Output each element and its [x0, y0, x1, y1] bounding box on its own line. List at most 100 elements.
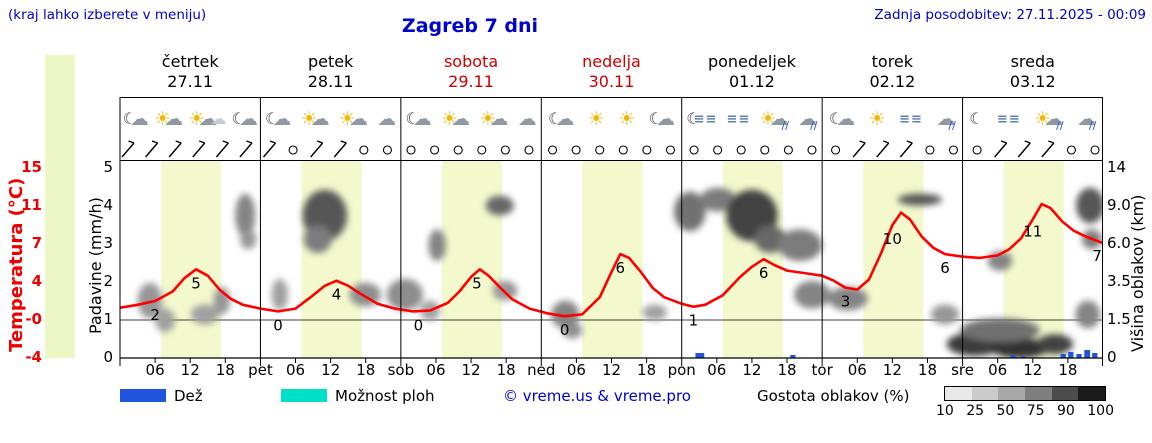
hour-label: 18 — [917, 361, 937, 379]
wind-calm-icon — [642, 145, 652, 155]
day-icons-row: ☾ ≡≡ ☀ ☁ ∕∕ ☁ ∕∕ — [963, 99, 1103, 139]
temperature-value-label: 5 — [191, 274, 201, 292]
temperature-tick: -0 — [25, 310, 42, 328]
cloud-height-tick: 0 — [1107, 348, 1117, 366]
wind-calm-icon — [595, 145, 605, 155]
precipitation-tick: 0 — [103, 348, 113, 366]
cloud-rain-icon: ☁ ∕∕ — [936, 107, 956, 132]
sun-cloud-rain-icon: ☀ ☁ ∕∕ — [1034, 107, 1064, 132]
day-name: nedelja — [582, 52, 641, 71]
day-date: 28.11 — [307, 72, 354, 91]
day-abbr-label: pet — [248, 361, 273, 379]
copyright-link[interactable]: © vreme.us & vreme.pro — [503, 387, 691, 405]
temperature-value-label: 0 — [560, 321, 570, 339]
temperature-value-label: 11 — [1023, 222, 1042, 240]
cloud-height-tick: 3.5 — [1107, 272, 1131, 290]
sun-cloud-icon: ☀ ☁ — [338, 107, 368, 130]
wind-calm-icon — [689, 145, 699, 155]
hour-label: 12 — [601, 361, 622, 379]
day-header-nedelja: nedelja 30.11 — [541, 53, 681, 91]
hour-label: 18 — [215, 361, 235, 379]
hour-label: 12 — [1023, 361, 1043, 379]
precipitation-tick: 1 — [103, 310, 113, 328]
precipitation-tick-labels: 5 4 3 2 1 0 — [94, 97, 113, 369]
day-name: torek — [871, 52, 914, 71]
temperature-tick: 15 — [21, 158, 42, 176]
sun-cloud-icon: ☀ ☁ — [441, 107, 471, 130]
weather-icon-rows: ☾ ☁ ☀ ☁ ☀ ☁ ☁ ☾ ☁ ☾ ☁ ☀ ☁ ☀ ☁ ☁ ☾ ☁ ☀ ☁ ☀ ☁ ☁ ☾ ☁ ☀ ☀ ☾ ☁ ☾ ≡≡ ≡≡ ☀ ☁ ∕∕ ☁ ∕… — [120, 99, 1103, 141]
sun-cloud-icon: ☀ ☁ — [479, 107, 509, 130]
hour-label: 06 — [847, 361, 867, 379]
sun-cloud-rain-icon: ☀ ☁ ∕∕ — [759, 107, 789, 132]
fog-icon: ≡≡ — [726, 111, 751, 127]
wind-row — [121, 140, 1100, 158]
cloud-rain-icon: ☁ ∕∕ — [798, 107, 818, 132]
wind-calm-icon — [831, 145, 841, 155]
day-name: ponedeljek — [707, 52, 796, 71]
day-name: sobota — [443, 52, 499, 71]
temperature-value-label: 0 — [273, 316, 283, 334]
wind-barb-icon — [239, 142, 253, 158]
wind-calm-icon — [453, 145, 463, 155]
wind-barb-icon — [215, 142, 229, 158]
fog-icon: ≡≡ — [996, 111, 1021, 127]
moon-fog-icon: ☾ ≡≡ — [686, 109, 718, 128]
hour-label: 06 — [988, 361, 1008, 379]
day-header-ponedeljek: ponedeljek 01.12 — [682, 53, 822, 91]
day-icons-row: ☾ ☁ ☀ ☀ ☾ ☁ — [541, 99, 681, 139]
temperature-value-label: 10 — [883, 230, 902, 248]
temperature-value-label: 1 — [689, 312, 699, 330]
cloud-density-scale-step — [971, 387, 999, 400]
cloud-density-scale-step — [998, 387, 1026, 400]
day-abbr-label: sre — [951, 361, 975, 379]
wind-calm-icon — [736, 145, 746, 155]
day-name: sreda — [1010, 52, 1055, 71]
wind-barb-icon — [1017, 142, 1031, 158]
hour-label: 12 — [742, 361, 762, 379]
temperature-value-label: 6 — [759, 264, 769, 282]
wind-calm-icon — [783, 145, 793, 155]
daylight-band — [582, 160, 643, 358]
wind-barb-icon — [852, 142, 866, 158]
precipitation-tick: 2 — [103, 272, 113, 290]
wind-calm-icon — [382, 145, 392, 155]
rain-legend-swatch — [120, 389, 166, 402]
day-header-sreda: sreda 03.12 — [963, 53, 1103, 91]
cloud-height-tick: 14 — [1107, 158, 1127, 176]
day-date: 03.12 — [1009, 72, 1056, 91]
wind-barb-icon — [262, 142, 277, 158]
cloud-density-scale-step — [1025, 387, 1052, 400]
moon-cloud-icon: ☾ ☁ — [122, 107, 149, 130]
day-headers: četrtek 27.11 petek 28.11 sobota 29.11 nedelja… — [120, 53, 1103, 95]
day-date: 30.11 — [588, 72, 635, 91]
meteogram-chart: 2 5 0 4 0 5 0 6 1 6 3 10 6 11 7 — [119, 97, 1103, 366]
day-icons-row: ☾ ☁ ☀ ☁ ☀ ☁ ☁ ☾ ☁ — [120, 99, 260, 139]
cloud-density-scale-bar — [944, 386, 1106, 401]
cloud-density-scale-step — [1078, 387, 1106, 400]
wind-calm-icon — [760, 145, 770, 155]
cloud-density-scale-value: 100 — [1087, 403, 1114, 419]
moon-cloud-icon: ☾ ☁ — [231, 107, 258, 130]
hour-label: 06 — [285, 361, 306, 379]
cloud-density-scale-value: 10 — [936, 403, 954, 419]
wind-barb-icon — [310, 142, 324, 158]
cloud-height-tick-labels: 14 9.0 6.0 3.5 1.5 0 — [1107, 97, 1145, 369]
hour-label: 12 — [882, 361, 902, 379]
cloud-density-scale-step — [945, 387, 972, 400]
cloud-density-legend-label: Gostota oblakov (%) — [757, 387, 910, 405]
day-name: četrtek — [161, 52, 219, 71]
temperature-tick-labels: 15 11 7 4 -0 -4 — [10, 97, 42, 369]
wind-calm-icon — [925, 145, 935, 155]
moon-cloud-icon: ☾ ☁ — [265, 107, 292, 130]
temperature-value-label: 5 — [472, 274, 482, 292]
moon-cloud-icon: ☾ ☁ — [648, 107, 675, 130]
temperature-value-label: 4 — [332, 286, 342, 304]
day-header-sobota: sobota 29.11 — [401, 53, 541, 91]
showers-legend-swatch — [281, 389, 327, 402]
wind-calm-icon — [359, 145, 369, 155]
wind-calm-icon — [430, 145, 440, 155]
day-name: petek — [307, 52, 354, 71]
sun-cloud-icon: ☀ ☁ — [300, 107, 330, 130]
cloud-density-scale-value: 75 — [1026, 403, 1045, 419]
temperature-curve — [120, 202, 1103, 318]
